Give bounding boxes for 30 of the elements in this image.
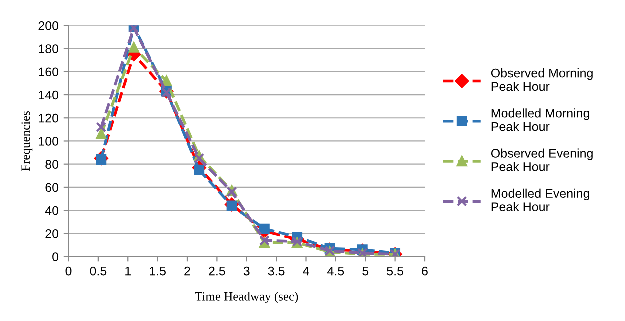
x-tick-label: 0.5: [90, 266, 107, 276]
y-tick-label: 140: [39, 90, 59, 100]
legend-label: Observed Morning Peak Hour: [491, 68, 593, 92]
legend-label: Observed Evening Peak Hour: [491, 148, 593, 172]
y-tick-label: 100: [39, 137, 59, 146]
y-tick-label: 160: [39, 68, 59, 77]
y-tick-label: 120: [39, 114, 59, 123]
x-tick-label: 2.5: [209, 266, 226, 276]
legend-label: Modelled Evening Peak Hour: [492, 188, 590, 212]
y-tick-label: 40: [45, 206, 59, 216]
x-tick-label: 5.5: [387, 266, 404, 276]
y-axis-title: Frequencies: [22, 111, 33, 172]
x-tick-label: 1: [126, 266, 131, 276]
y-tick-label: 200: [38, 21, 59, 30]
x-tick-label: 0: [66, 266, 72, 276]
y-tick-label: 180: [39, 44, 59, 54]
x-tick-label: 4.5: [328, 266, 344, 276]
x-tick-label: 5: [362, 266, 369, 276]
x-tick-label: 6: [422, 266, 428, 276]
x-tick-label: 1.5: [150, 266, 166, 276]
y-tick-label: 20: [46, 229, 59, 238]
y-tick-label: 60: [46, 183, 59, 192]
x-tick-label: 3: [244, 266, 250, 276]
y-tick-label: 0: [52, 252, 59, 262]
legend-label: Modelled Morning Peak Hour: [492, 108, 590, 132]
x-tick-label: 4: [303, 266, 310, 276]
x-tick-label: 2: [184, 266, 190, 276]
x-axis-title: Time Headway (sec): [195, 292, 298, 304]
y-tick-label: 80: [46, 160, 59, 170]
x-tick-label: 3.5: [268, 266, 285, 276]
